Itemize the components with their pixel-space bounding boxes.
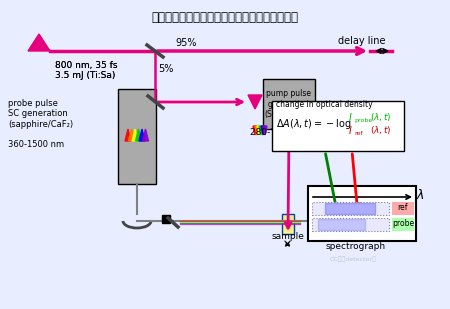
Polygon shape [143, 129, 148, 141]
Polygon shape [253, 126, 257, 135]
Polygon shape [248, 95, 262, 109]
Polygon shape [259, 126, 263, 135]
Text: $I$: $I$ [348, 124, 353, 136]
Text: CC图图detector局: CC图图detector局 [330, 256, 377, 262]
Text: 280-700 nm: 280-700 nm [250, 128, 305, 137]
Bar [282, 214, 294, 234]
Text: ref: ref [354, 130, 363, 136]
Polygon shape [257, 126, 261, 135]
Polygon shape [255, 126, 259, 135]
Text: 95%: 95% [175, 38, 197, 48]
Polygon shape [132, 129, 138, 141]
Text: ref: ref [398, 204, 408, 213]
Bar [392, 202, 414, 215]
Polygon shape [263, 126, 267, 135]
Text: λ: λ [417, 189, 424, 202]
Text: sample: sample [271, 232, 305, 241]
Text: $I$: $I$ [348, 111, 353, 123]
Text: spectrograph: spectrograph [326, 242, 386, 251]
Bar [392, 218, 414, 231]
Text: 800 nm, 35 fs
3.5 mJ (Ti:Sa): 800 nm, 35 fs 3.5 mJ (Ti:Sa) [55, 61, 117, 80]
Text: delay line: delay line [338, 36, 386, 46]
Polygon shape [261, 126, 265, 135]
Text: probe: probe [354, 117, 372, 122]
Polygon shape [125, 129, 131, 141]
Polygon shape [129, 129, 135, 141]
Text: change in optical density: change in optical density [276, 100, 373, 109]
Text: pump pulse
generation
(SHG/TOPAS): pump pulse generation (SHG/TOPAS) [264, 89, 314, 119]
Text: 自主搭建河南省首家低温飞秒瞬态吸收光谱系统: 自主搭建河南省首家低温飞秒瞬态吸收光谱系统 [152, 11, 298, 24]
Text: probe pulse
SC generation
(sapphire/CaF₂)

360-1500 nm: probe pulse SC generation (sapphire/CaF₂… [8, 99, 73, 149]
Polygon shape [135, 129, 141, 141]
Polygon shape [28, 34, 50, 51]
Bar [312, 218, 389, 231]
Bar [162, 215, 170, 223]
Text: 5%: 5% [158, 64, 173, 74]
Polygon shape [139, 129, 145, 141]
Text: $\Delta A(\lambda,t) = -\log$: $\Delta A(\lambda,t) = -\log$ [276, 117, 351, 131]
Bar [272, 101, 404, 151]
Text: $(\lambda,t)$: $(\lambda,t)$ [370, 124, 392, 136]
Text: probe: probe [392, 219, 414, 228]
Text: $(\lambda,t)$: $(\lambda,t)$ [370, 111, 392, 123]
Text: 800 nm, 35 fs
3.5 mJ (Ti:Sa): 800 nm, 35 fs 3.5 mJ (Ti:Sa) [55, 61, 117, 80]
Bar [263, 79, 315, 129]
Bar [312, 202, 389, 215]
Bar [118, 89, 156, 184]
Bar [308, 186, 416, 241]
